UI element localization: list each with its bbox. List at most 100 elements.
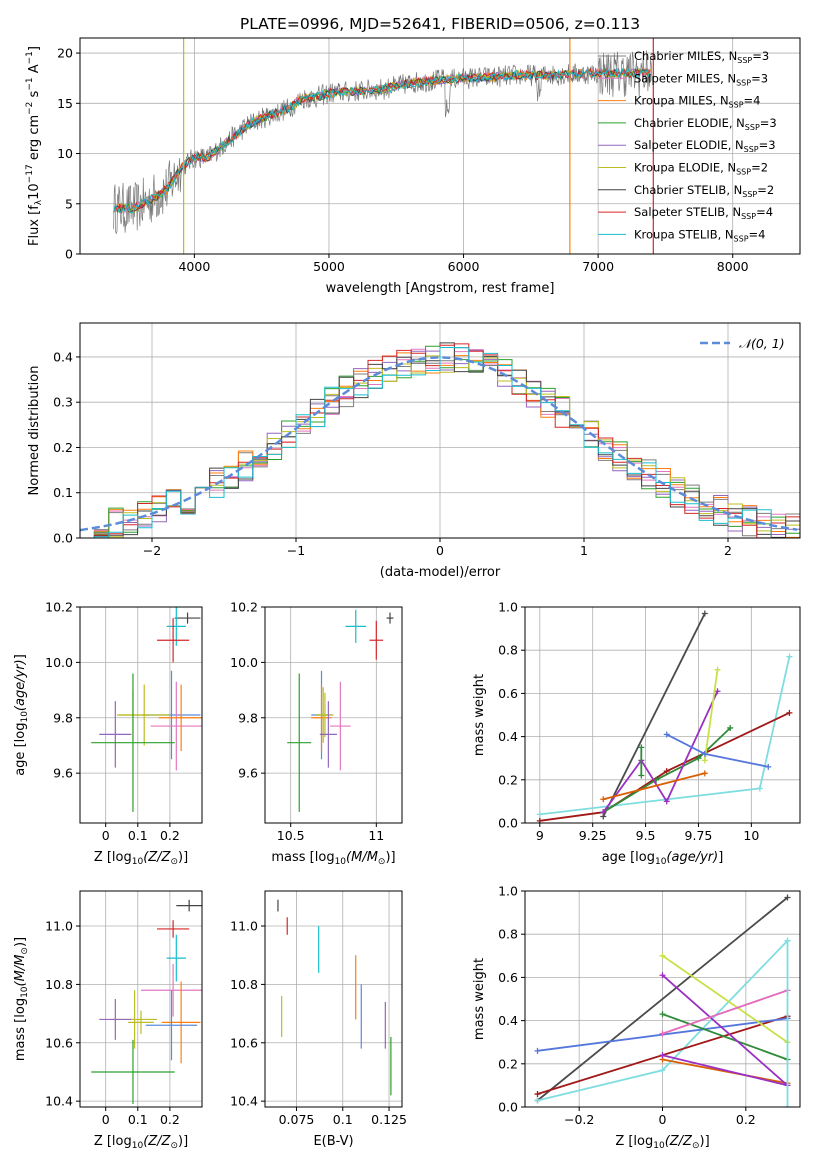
y-tick-label: 1.0	[498, 884, 518, 899]
weight-marker	[638, 744, 645, 751]
y-tick-label: 10.2	[230, 600, 258, 615]
weight-line	[662, 989, 788, 1035]
sub: 10	[132, 1141, 144, 1151]
panel-mass-vs-Z: 0 0.1 0.2 10.4 10.6 10.8 11.0 Z [log10(Z/Z⊙)] ma…	[13, 890, 203, 1151]
grid	[265, 891, 402, 1107]
grid	[80, 891, 202, 1107]
y-tick-label: 0.6	[498, 686, 518, 701]
y-tick-label: 0.2	[53, 440, 73, 455]
x-tick-label: 7000	[582, 259, 614, 274]
weight-marker	[659, 1011, 666, 1018]
y-tick-label: 10.2	[45, 600, 73, 615]
plot-area	[287, 609, 394, 812]
y-tick-label: 9.6	[53, 766, 73, 781]
y-axis-label: Flux [fλ10−17 erg cm−2 s−1 A−1]	[25, 46, 44, 246]
y-tick-label: 15	[57, 96, 73, 111]
legend-subscript: SSP	[742, 190, 757, 199]
part: (M/M	[346, 850, 378, 865]
axes-frame	[264, 890, 403, 1108]
y-tick-label: 0	[65, 247, 73, 262]
y-tick-label: 10.6	[230, 1035, 258, 1050]
x-tick-label: 8000	[717, 259, 749, 274]
y-tick-label: 10.4	[45, 1094, 73, 1109]
part: (age/yr)	[666, 850, 718, 865]
legend-nssp: =2	[751, 161, 768, 175]
weight-line	[662, 1013, 788, 1061]
weight-marker	[536, 811, 543, 818]
sub: 10	[20, 711, 30, 723]
weight-line	[662, 1058, 788, 1085]
axes-frame	[79, 37, 801, 255]
legend-nssp: =3	[759, 138, 776, 152]
part: )]	[385, 850, 395, 865]
legend: Chabrier MILES, NSSP=3 Salpeter MILES, NS…	[598, 49, 777, 243]
weight-line	[539, 711, 790, 822]
legend-subscript: SSP	[745, 123, 760, 132]
weight-marker	[765, 763, 772, 770]
x-tick-label: 4000	[178, 259, 210, 274]
y-axis-label: mass weight	[472, 674, 487, 756]
plot-area	[80, 342, 800, 538]
sub: ⊙	[170, 857, 178, 867]
axes-frame	[79, 606, 203, 824]
model-line	[113, 67, 651, 214]
y-tick-label: 0.3	[53, 395, 73, 410]
weight-marker	[534, 1091, 541, 1098]
x-tick-label: 0	[102, 828, 110, 843]
x-tick-label: 6000	[448, 259, 480, 274]
sub: 10	[335, 857, 347, 867]
panel-mass-weight-vs-Z: −0.2 0 0.2 0.0 0.2 0.4 0.6 0.8 1.0 Z [log10(Z/Z⊙)…	[472, 884, 801, 1151]
weight-marker	[714, 688, 721, 695]
y-tick-label: 0.4	[53, 349, 73, 364]
legend-subscript: SSP	[744, 145, 759, 154]
legend-subscript: SSP	[736, 78, 751, 87]
y-tick-label: 9.6	[238, 766, 258, 781]
x-tick-label: 5000	[313, 259, 345, 274]
part: )]	[178, 1134, 188, 1149]
part: )]	[178, 850, 188, 865]
weight-marker	[756, 785, 763, 792]
plot-area	[536, 610, 793, 823]
part: erg cm	[27, 115, 42, 164]
y-tick-label: 11.0	[230, 919, 258, 934]
sub: λ	[34, 199, 44, 205]
weight-marker	[534, 1047, 541, 1054]
y-tick-label: 0.4	[498, 1013, 518, 1028]
x-tick-label: 10.5	[277, 828, 305, 843]
x-tick-label: 0.2	[160, 1112, 180, 1127]
x-tick-label: 0.075	[279, 1112, 315, 1127]
weight-marker	[659, 1067, 666, 1074]
part: )]	[700, 1134, 710, 1149]
y-tick-label: 0.0	[498, 1100, 518, 1115]
weight-marker	[659, 1052, 666, 1059]
y-tick-label: 9.8	[53, 710, 73, 725]
y-tick-label: 0.1	[53, 485, 73, 500]
x-tick-label: 1	[580, 543, 588, 558]
sub: ⊙	[20, 947, 30, 955]
x-tick-label: 9.5	[636, 828, 656, 843]
sub: 10	[20, 986, 30, 998]
x-tick-label: 0.2	[160, 828, 180, 843]
sub: ⊙	[378, 857, 386, 867]
legend-nssp: =3	[751, 71, 768, 85]
legend-subscript: SSP	[737, 56, 752, 65]
weight-line	[602, 613, 706, 817]
x-tick-label: −2	[143, 543, 161, 558]
y-tick-label: 11.0	[45, 919, 73, 934]
y-tick-label: 10.8	[45, 977, 73, 992]
y-tick-label: 0.0	[498, 816, 518, 831]
legend-label: Chabrier STELIB, NSSP=2	[634, 183, 774, 199]
y-tick-label: 10.0	[45, 655, 73, 670]
x-axis-label: wavelength [Angstrom, rest frame]	[326, 281, 555, 296]
y-tick-label: 10.0	[230, 655, 258, 670]
part: )]	[13, 937, 28, 947]
x-tick-label: −1	[287, 543, 305, 558]
weight-marker	[695, 755, 702, 762]
weight-marker	[659, 1030, 666, 1037]
weight-line	[539, 656, 791, 816]
weight-marker	[663, 798, 670, 805]
panel-mass-weight-vs-age: 9 9.25 9.5 9.75 10 0.0 0.2 0.4 0.6 0.8 1.0 age [log…	[472, 600, 801, 867]
plot-area	[113, 38, 654, 254]
plot-area	[277, 899, 392, 1096]
x-axis-label: age [log10(age/yr)]	[602, 850, 724, 867]
